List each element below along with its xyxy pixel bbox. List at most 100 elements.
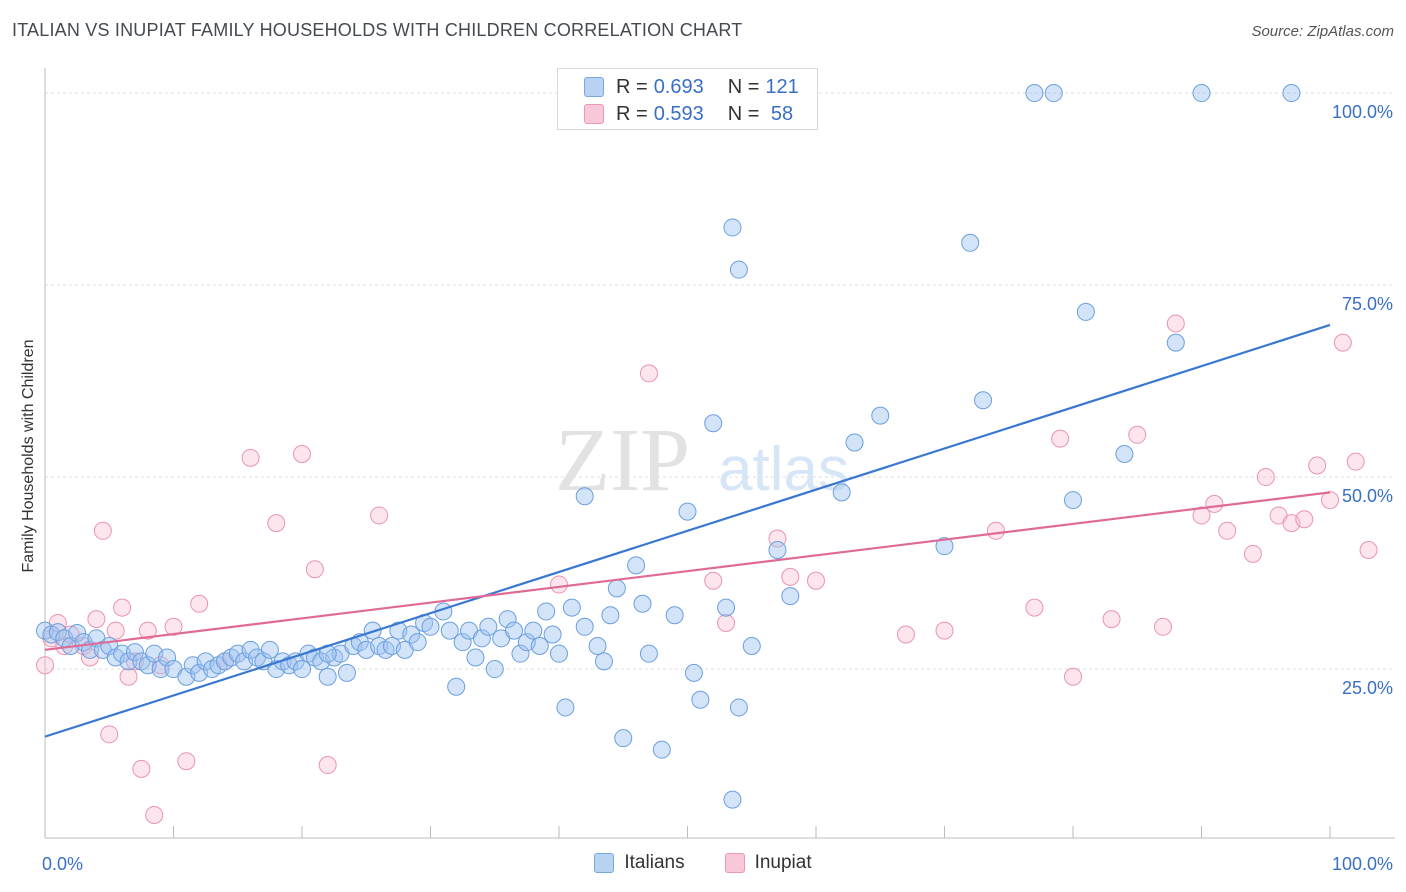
inupiat-point bbox=[781, 567, 800, 586]
inupiat-point bbox=[1051, 429, 1070, 448]
inupiat-point bbox=[704, 571, 723, 590]
italians-point bbox=[1192, 84, 1211, 103]
inupiat-point bbox=[93, 521, 112, 540]
inupiat-swatch bbox=[584, 104, 604, 124]
y-axis-label: Family Households with Children bbox=[20, 340, 37, 573]
axes bbox=[44, 68, 1395, 839]
italians-point bbox=[832, 483, 851, 502]
italians-point bbox=[505, 621, 524, 640]
italians-point bbox=[337, 663, 356, 682]
italians-point bbox=[447, 677, 466, 696]
inupiat-point bbox=[241, 448, 260, 467]
italians-point bbox=[652, 740, 671, 759]
inupiat-trend-line bbox=[44, 491, 1331, 651]
inupiat-point bbox=[138, 621, 157, 640]
italians-point bbox=[594, 652, 613, 671]
legend-item-italians[interactable]: Italians bbox=[594, 852, 685, 874]
source-label: Source: ZipAtlas.com bbox=[1251, 23, 1394, 40]
italians-point bbox=[440, 621, 459, 640]
r-label: R = bbox=[616, 75, 648, 98]
inupiat-point bbox=[1218, 521, 1237, 540]
series-italians-points bbox=[36, 84, 1301, 809]
italians-point bbox=[607, 579, 626, 598]
inupiat-point bbox=[1192, 506, 1211, 525]
italians-point bbox=[293, 660, 311, 679]
watermark-zip: ZIP bbox=[555, 411, 690, 510]
italians-point bbox=[550, 644, 568, 663]
n-label: N = bbox=[727, 102, 760, 125]
inupiat-point bbox=[1102, 610, 1121, 629]
r-label: R = bbox=[616, 102, 648, 125]
legend-item-inupiat[interactable]: Inupiat bbox=[724, 852, 812, 874]
italians-point bbox=[537, 602, 556, 621]
inupiat-point bbox=[145, 805, 164, 824]
inupiat-point bbox=[100, 725, 119, 744]
italians-point bbox=[556, 698, 575, 717]
italians-point bbox=[562, 598, 581, 617]
italians-point bbox=[723, 218, 742, 237]
y-tick-label: 50.0% bbox=[1342, 486, 1393, 506]
trend-lines bbox=[44, 323, 1331, 738]
italians-point bbox=[543, 625, 562, 644]
italians-point bbox=[1076, 302, 1095, 321]
italians-trend-line bbox=[44, 323, 1331, 738]
inupiat-point bbox=[293, 445, 311, 463]
n-label: N = bbox=[727, 75, 760, 98]
inupiat-point bbox=[370, 506, 389, 525]
watermark: ZIP atlas bbox=[555, 411, 849, 510]
inupiat-n-value: 58 bbox=[765, 102, 794, 125]
italians-point bbox=[151, 660, 170, 679]
italians-point bbox=[961, 233, 980, 252]
italians-point bbox=[691, 690, 710, 709]
inupiat-point bbox=[164, 617, 183, 636]
italians-point bbox=[723, 790, 742, 809]
watermark-atlas: atlas bbox=[718, 435, 849, 504]
italians-point bbox=[768, 541, 787, 559]
inupiat-point bbox=[896, 625, 915, 644]
italians-point bbox=[421, 617, 440, 636]
italians-point bbox=[125, 643, 144, 662]
italians-point bbox=[402, 625, 421, 644]
stats-row-inupiat: R = 0.593 N = 58 bbox=[584, 99, 793, 129]
inupiat-point bbox=[935, 621, 954, 640]
inupiat-point bbox=[106, 621, 125, 640]
inupiat-r-value: 0.593 bbox=[653, 102, 704, 125]
inupiat-point bbox=[1205, 494, 1224, 513]
italians-point bbox=[588, 637, 607, 655]
gridlines bbox=[45, 92, 1395, 670]
inupiat-point bbox=[1346, 452, 1365, 471]
stats-legend: R = 0.693 N = 121 R = 0.593 N = 58 bbox=[557, 68, 818, 130]
inupiat-point bbox=[1243, 544, 1262, 563]
inupiat-point bbox=[318, 756, 337, 775]
inupiat-point bbox=[717, 613, 736, 632]
italians-point bbox=[68, 623, 87, 642]
inupiat-point bbox=[1295, 510, 1314, 529]
italians-point bbox=[498, 610, 517, 629]
italians-point bbox=[241, 640, 260, 659]
italians-point bbox=[511, 644, 530, 663]
stats-row-italians: R = 0.693 N = 121 bbox=[584, 72, 799, 102]
inupiat-point bbox=[113, 598, 132, 617]
italians-point bbox=[466, 648, 485, 667]
italians-point bbox=[974, 391, 993, 410]
inupiat-point bbox=[1333, 333, 1352, 352]
italians-point bbox=[678, 502, 697, 521]
italians-point bbox=[318, 667, 337, 686]
italians-point bbox=[119, 652, 138, 671]
italians-point bbox=[1166, 333, 1185, 352]
italians-n-value: 121 bbox=[765, 75, 799, 98]
inupiat-point bbox=[639, 364, 658, 383]
italians-point bbox=[485, 660, 504, 679]
legend-label-inupiat: Inupiat bbox=[754, 852, 812, 873]
inupiat-point bbox=[1166, 314, 1185, 333]
italians-point bbox=[717, 598, 736, 617]
y-tick-label: 25.0% bbox=[1342, 678, 1393, 698]
inupiat-point bbox=[1321, 491, 1339, 510]
inupiat-point bbox=[1025, 598, 1044, 617]
inupiat-point bbox=[132, 759, 151, 778]
inupiat-point bbox=[1064, 667, 1082, 686]
italians-swatch bbox=[584, 77, 604, 97]
italians-r-value: 0.693 bbox=[653, 75, 704, 98]
x-tick-label: 100.0% bbox=[1332, 854, 1393, 874]
